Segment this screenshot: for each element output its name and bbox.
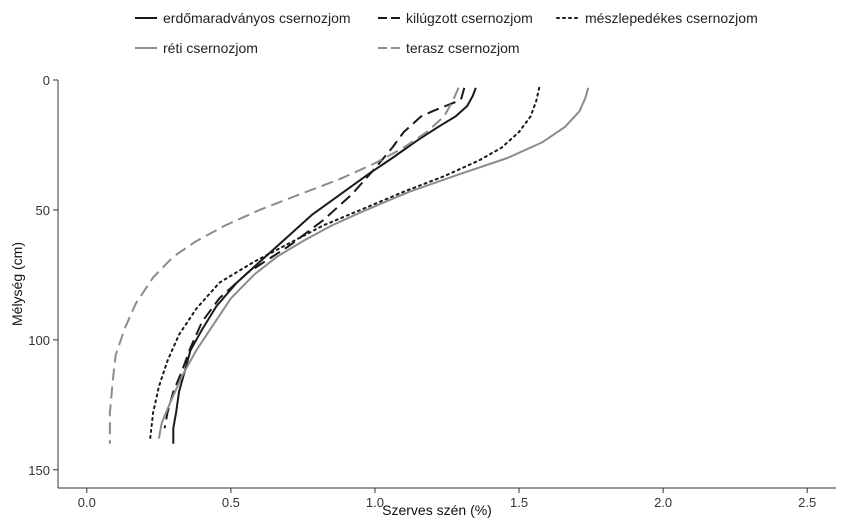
x-tick-label: 2.0 (654, 495, 672, 510)
legend-label-4: réti csernozjom (163, 40, 258, 56)
x-tick-label: 2.5 (798, 495, 816, 510)
x-tick-label: 1.5 (510, 495, 528, 510)
axes (57, 80, 836, 489)
y-tick-label: 50 (36, 203, 50, 218)
legend: erdőmaradványos csernozjom kilúgzott cser… (135, 10, 758, 56)
series-line-5 (108, 87, 460, 444)
y-tick-label: 100 (28, 333, 50, 348)
series-layer (108, 86, 590, 444)
legend-label-3: mészlepedékes csernozjom (585, 10, 758, 26)
series-line-3 (149, 86, 541, 440)
legend-label-2: kilúgzott csernozjom (406, 10, 533, 26)
series-line-2 (163, 87, 466, 429)
y-ticks: 0 50 100 150 (28, 73, 58, 478)
x-tick-label: 0.5 (222, 495, 240, 510)
x-tick-label: 0.0 (78, 495, 96, 510)
legend-label-1: erdőmaradványos csernozjom (163, 10, 351, 26)
y-tick-label: 0 (43, 73, 50, 88)
x-ticks: 0.0 0.5 1.0 1.5 2.0 2.5 (78, 488, 816, 510)
legend-label-5: terasz csernozjom (406, 40, 520, 56)
y-axis-title: Mélység (cm) (9, 242, 25, 326)
series-line-4 (157, 87, 590, 439)
y-tick-label: 150 (28, 463, 50, 478)
series-line-1 (172, 87, 477, 444)
x-tick-label: 1.0 (366, 495, 384, 510)
x-axis-title: Szerves szén (%) (382, 502, 492, 518)
